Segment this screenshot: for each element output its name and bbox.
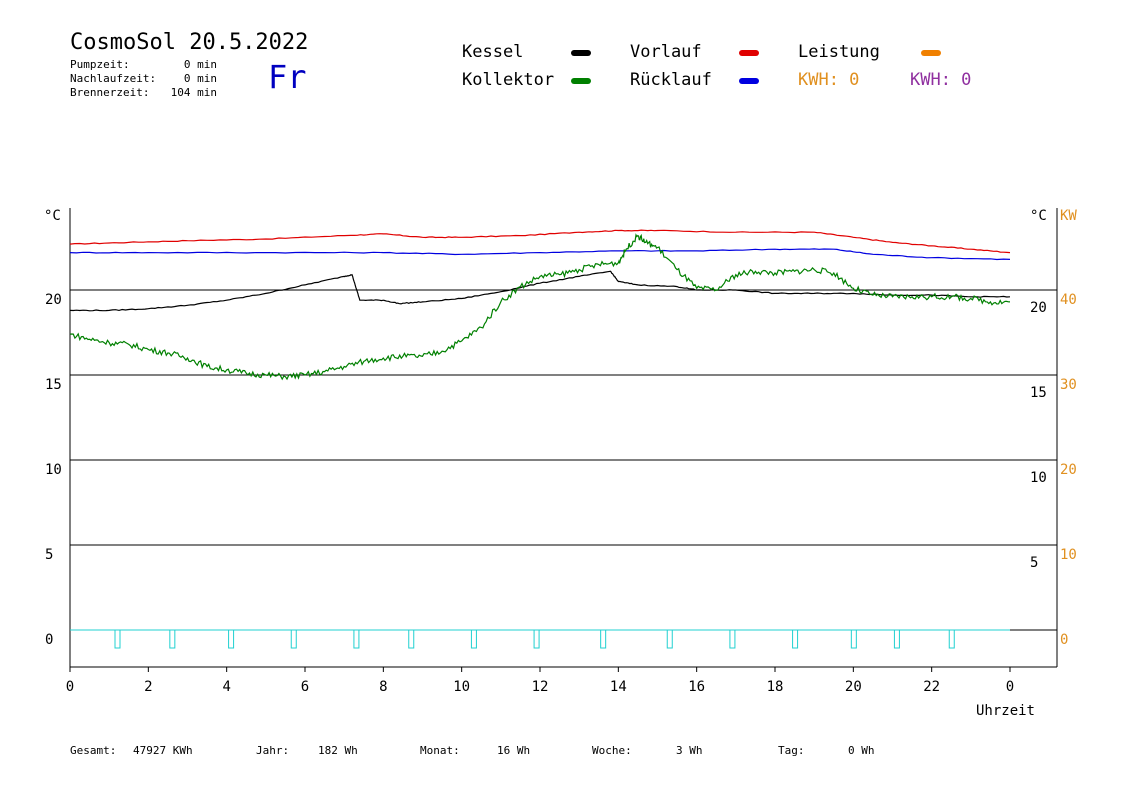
y-right-power-tick-label: 10 bbox=[1060, 547, 1077, 563]
x-tick-label: 0 bbox=[66, 679, 74, 695]
pump-pulse bbox=[792, 629, 799, 649]
pump-pulse bbox=[470, 629, 477, 649]
pump-pulse bbox=[228, 629, 235, 649]
x-tick-label: 2 bbox=[144, 679, 152, 695]
series-line-vorlauf bbox=[69, 229, 1011, 254]
chart-axes bbox=[69, 208, 1058, 672]
footer-jahr-value: 182 Wh bbox=[318, 744, 358, 757]
series-line-ruecklauf bbox=[69, 248, 1011, 261]
series-line-kessel bbox=[69, 270, 1011, 312]
pump-pulse bbox=[533, 629, 540, 649]
x-tick-label: 6 bbox=[301, 679, 309, 695]
pump-pulse bbox=[893, 629, 900, 649]
x-axis-label: Uhrzeit bbox=[976, 703, 1035, 719]
legend-leistung-label: Leistung bbox=[798, 42, 880, 62]
legend-leistung-swatch bbox=[921, 50, 941, 56]
x-tick-label: 20 bbox=[845, 679, 862, 695]
footer-jahr-label: Jahr: bbox=[256, 744, 290, 757]
pump-pulse bbox=[850, 629, 857, 649]
x-tick-label: 14 bbox=[610, 679, 627, 695]
legend-kollektor-swatch bbox=[571, 78, 591, 84]
stat-nachlaufzeit-label: Nachlaufzeit: bbox=[70, 72, 157, 85]
x-tick-label: 16 bbox=[688, 679, 705, 695]
y-right-temp-tick-label: 15 bbox=[1030, 385, 1047, 401]
y-right-temp-tick-label: 10 bbox=[1030, 470, 1047, 486]
series-line-kollektor bbox=[69, 233, 1011, 381]
y-right-temp-tick-label: 5 bbox=[1030, 555, 1038, 571]
legend-kessel-swatch bbox=[571, 50, 591, 56]
pump-pulse bbox=[169, 629, 176, 649]
legend-vorlauf-label: Vorlauf bbox=[630, 42, 702, 62]
footer-monat-label: Monat: bbox=[420, 744, 460, 757]
y-right-power-unit-label: KW bbox=[1060, 208, 1077, 224]
x-tick-label: 22 bbox=[923, 679, 940, 695]
x-tick-label: 8 bbox=[379, 679, 387, 695]
y-right-power-tick-label: 0 bbox=[1060, 632, 1068, 648]
stat-nachlaufzeit-value: 0 min bbox=[183, 72, 217, 85]
pump-pulse bbox=[408, 629, 415, 649]
y-right-power-tick-label: 20 bbox=[1060, 462, 1077, 478]
legend-kessel-label: Kessel bbox=[462, 42, 524, 62]
weekday-label: Fr bbox=[268, 58, 307, 96]
x-tick-label: 18 bbox=[767, 679, 784, 695]
chart-series bbox=[69, 229, 1011, 381]
stat-pumpzeit-value: 0 min bbox=[183, 58, 217, 71]
pump-pulse-series bbox=[70, 629, 1057, 649]
y-right-power-tick-label: 40 bbox=[1060, 292, 1077, 308]
legend-ruecklauf-label: Rücklauf bbox=[630, 70, 712, 90]
chart-labels: 0 2 4 6 8 10 12 14 16 18 20 22 0 °C °C KW Uhrzeit 0 5 10 15 2… bbox=[44, 208, 1077, 719]
footer-gesamt-label: Gesamt: bbox=[70, 744, 117, 757]
pump-pulse bbox=[729, 629, 736, 649]
footer-woche-value: 3 Wh bbox=[676, 744, 703, 757]
legend-kollektor-label: Kollektor bbox=[462, 70, 555, 90]
y-left-tick-label: 0 bbox=[45, 632, 53, 648]
footer-gesamt-value: 47927 KWh bbox=[133, 744, 193, 757]
footer-woche-label: Woche: bbox=[592, 744, 632, 757]
pump-pulse bbox=[948, 629, 955, 649]
y-left-tick-label: 15 bbox=[45, 377, 62, 393]
pump-pulse bbox=[353, 629, 360, 649]
y-right-temp-tick-label: 20 bbox=[1030, 300, 1047, 316]
y-right-temp-unit-label: °C bbox=[1030, 208, 1047, 224]
legend-kwh-purple: KWH: 0 bbox=[910, 70, 972, 90]
footer-monat-value: 16 Wh bbox=[497, 744, 531, 757]
y-left-tick-label: 20 bbox=[45, 292, 62, 308]
x-tick-label: 10 bbox=[453, 679, 470, 695]
legend-kwh-orange: KWH: 0 bbox=[798, 70, 860, 90]
y-left-unit-label: °C bbox=[44, 208, 61, 224]
x-tick-label: 4 bbox=[222, 679, 230, 695]
footer-tag-label: Tag: bbox=[778, 744, 805, 757]
x-tick-label: 12 bbox=[532, 679, 549, 695]
legend-vorlauf-swatch bbox=[739, 50, 759, 56]
pump-pulse bbox=[600, 629, 607, 649]
stat-pumpzeit-label: Pumpzeit: bbox=[70, 58, 130, 71]
pump-pulse bbox=[290, 629, 297, 649]
x-tick-label: 0 bbox=[1006, 679, 1014, 695]
chart-grid bbox=[70, 289, 1057, 631]
stat-brennerzeit-label: Brennerzeit: bbox=[70, 86, 150, 99]
chart-title: CosmoSol 20.5.2022 bbox=[70, 30, 309, 55]
y-right-power-tick-label: 30 bbox=[1060, 377, 1077, 393]
y-left-tick-label: 5 bbox=[45, 547, 53, 563]
legend-ruecklauf-swatch bbox=[739, 78, 759, 84]
y-left-tick-label: 10 bbox=[45, 462, 62, 478]
pump-pulse bbox=[114, 629, 121, 649]
pump-pulse bbox=[666, 629, 673, 649]
footer-tag-value: 0 Wh bbox=[848, 744, 875, 757]
stat-brennerzeit-value: 104 min bbox=[170, 86, 217, 99]
